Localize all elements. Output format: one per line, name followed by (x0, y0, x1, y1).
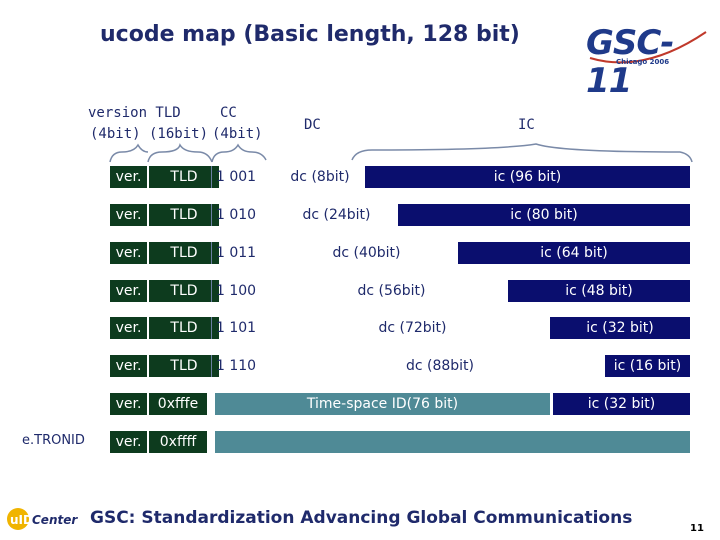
cc-divider (211, 355, 212, 377)
ver-cell: ver. (110, 280, 147, 302)
dc-cell: dc (8bit) (275, 166, 365, 188)
table-row: ver. 0xffff (110, 431, 690, 453)
tld-cell: TLD (149, 317, 219, 339)
header-ic: IC (518, 117, 535, 133)
ver-cell: ver. (110, 317, 147, 339)
tld-cell: TLD (149, 204, 219, 226)
table-row: ver. 0xfffe Time-space ID(76 bit) ic (32… (110, 393, 690, 415)
ic-cell: ic (32 bit) (553, 393, 690, 415)
table-row: ver. TLD 1 010 dc (24bit) ic (80 bit) (110, 204, 690, 226)
gsc11-logo: GSC-11 Chicago 2006 (586, 24, 708, 100)
dc-cell: dc (56bit) (275, 280, 508, 302)
logo-swoosh-icon (589, 31, 707, 64)
time-space-id-cell: Time-space ID(76 bit) (215, 393, 550, 415)
header-braces (109, 143, 693, 163)
dc-cell: dc (72bit) (275, 317, 550, 339)
ic-cell: ic (16 bit) (605, 355, 690, 377)
ic-cell: ic (80 bit) (398, 204, 690, 226)
ic-cell: ic (96 bit) (365, 166, 690, 188)
dc-cell: dc (88bit) (275, 355, 605, 377)
ver-cell: ver. (110, 393, 147, 415)
ver-cell: ver. (110, 355, 147, 377)
brace-tld (147, 143, 213, 163)
dc-cell: dc (24bit) (275, 204, 398, 226)
cc-cell: 1 001 (216, 169, 257, 185)
brace-dc-ic (351, 143, 693, 163)
dc-cell: dc (40bit) (275, 242, 458, 264)
cc-cell: 1 101 (216, 320, 257, 336)
svg-text:uID: uID (10, 513, 33, 527)
etronid-label: e.TRONID (22, 433, 85, 448)
brace-cc (211, 143, 267, 163)
etronid-fill-cell (215, 431, 690, 453)
uid-center-logo: uID Center (4, 503, 84, 533)
logo-subtext: Chicago 2006 (616, 58, 670, 66)
cc-cell: 1 011 (216, 245, 257, 261)
uid-center-icon: uID Center (7, 508, 78, 530)
ic-cell: ic (64 bit) (458, 242, 690, 264)
header-cc-bits: (4bit) (212, 126, 263, 142)
tld-cell: TLD (149, 242, 219, 264)
cc-divider (211, 166, 212, 188)
slide-title: ucode map (Basic length, 128 bit) (100, 22, 520, 47)
svg-text:Center: Center (32, 513, 78, 527)
cc-divider (211, 280, 212, 302)
cc-divider (211, 242, 212, 264)
header-version-tld-bits: (4bit) (16bit) (90, 126, 209, 142)
ver-cell: ver. (110, 242, 147, 264)
page-number: 11 (690, 523, 704, 534)
header-version-tld: version TLD (88, 105, 181, 121)
ver-cell: ver. (110, 431, 147, 453)
header-cc: CC (220, 105, 237, 121)
tld-cell: TLD (149, 280, 219, 302)
cc-divider (211, 317, 212, 339)
header-dc: DC (304, 117, 321, 133)
hex-cell: 0xffff (149, 431, 207, 453)
ic-cell: ic (32 bit) (550, 317, 690, 339)
cc-cell: 1 100 (216, 283, 257, 299)
logo-text: GSC-11 (586, 23, 674, 101)
table-row: ver. TLD 1 011 dc (40bit) ic (64 bit) (110, 242, 690, 264)
footer-tagline: GSC: Standardization Advancing Global Co… (90, 508, 633, 528)
ver-cell: ver. (110, 166, 147, 188)
tld-cell: TLD (149, 166, 219, 188)
ic-cell: ic (48 bit) (508, 280, 690, 302)
table-row: ver. TLD 1 101 dc (72bit) ic (32 bit) (110, 317, 690, 339)
table-row: ver. TLD 1 001 dc (8bit) ic (96 bit) (110, 166, 690, 188)
hex-cell: 0xfffe (149, 393, 207, 415)
brace-ver (109, 143, 149, 163)
tld-cell: TLD (149, 355, 219, 377)
cc-cell: 1 110 (216, 358, 257, 374)
table-row: ver. TLD 1 100 dc (56bit) ic (48 bit) (110, 280, 690, 302)
ver-cell: ver. (110, 204, 147, 226)
cc-divider (211, 204, 212, 226)
cc-cell: 1 010 (216, 207, 257, 223)
table-row: ver. TLD 1 110 dc (88bit) ic (16 bit) (110, 355, 690, 377)
